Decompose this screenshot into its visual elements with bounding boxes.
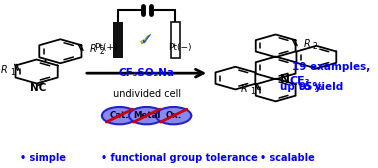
Text: 19 examples,: 19 examples, — [292, 62, 370, 72]
Text: CF₃: CF₃ — [290, 76, 310, 86]
Text: Ox.: Ox. — [166, 111, 182, 120]
Text: N: N — [280, 73, 290, 86]
Text: Cat.: Cat. — [110, 111, 129, 120]
Text: • simple: • simple — [20, 153, 66, 163]
Text: 1: 1 — [10, 68, 15, 77]
Text: R: R — [303, 39, 310, 49]
Ellipse shape — [156, 112, 191, 119]
Text: • functional group tolerance: • functional group tolerance — [101, 153, 258, 163]
Text: Pt(−): Pt(−) — [167, 43, 191, 52]
Text: R: R — [0, 65, 7, 75]
Text: NC: NC — [30, 83, 46, 93]
Circle shape — [129, 107, 164, 124]
Bar — [170, 22, 180, 58]
Text: CF₃SO₂Na: CF₃SO₂Na — [119, 68, 175, 78]
Circle shape — [102, 107, 137, 124]
Text: 2: 2 — [99, 47, 104, 56]
Text: Pt(+): Pt(+) — [94, 43, 118, 52]
Text: Metal: Metal — [133, 111, 160, 120]
Text: yield: yield — [311, 82, 343, 92]
Circle shape — [156, 107, 191, 124]
Text: ✓: ✓ — [139, 31, 153, 49]
Text: ✓: ✓ — [138, 31, 152, 49]
Text: R: R — [241, 85, 248, 94]
Text: 1: 1 — [251, 87, 256, 96]
Text: undivided cell: undivided cell — [113, 89, 181, 99]
Bar — [113, 22, 122, 58]
Text: 2: 2 — [313, 42, 318, 51]
Text: 95%: 95% — [298, 82, 323, 92]
Ellipse shape — [102, 112, 137, 119]
Ellipse shape — [129, 112, 164, 119]
Text: R: R — [90, 45, 97, 54]
Text: • scalable: • scalable — [260, 153, 314, 163]
Text: up to: up to — [279, 82, 314, 92]
